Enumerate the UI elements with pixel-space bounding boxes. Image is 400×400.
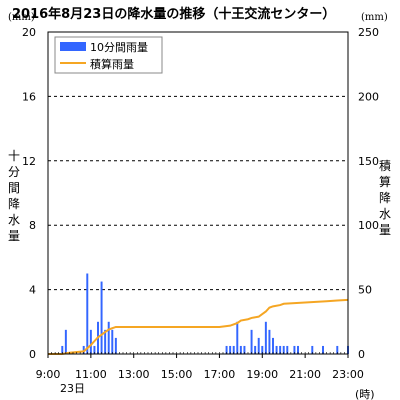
rain-bar [279, 345, 282, 354]
rain-bar [282, 345, 285, 354]
axis-label-char: 間 [8, 181, 20, 195]
x-tick-label: 11:00 [75, 368, 107, 381]
rain-bar [232, 345, 235, 354]
y2-tick-label: 0 [358, 348, 365, 361]
date-label: 23日 [60, 382, 85, 395]
gridlines [48, 95, 348, 291]
x-tick-label: 21:00 [289, 368, 321, 381]
right-axis-unit: (mm) [361, 12, 388, 23]
rain-bar [286, 345, 289, 354]
y-tick-label: 12 [22, 155, 36, 168]
rain-bar [311, 345, 314, 354]
rain-bar [114, 337, 117, 354]
plot-frame [47, 31, 349, 355]
legend: 10分間雨量 積算雨量 [54, 36, 163, 74]
y-tick-label: 0 [29, 348, 36, 361]
rain-bar [264, 321, 267, 354]
bar-series [61, 273, 349, 354]
rain-bar [100, 281, 103, 354]
rain-bar [293, 345, 296, 354]
axis-label-char: 量 [8, 229, 20, 243]
x-axis-unit: (時) [355, 388, 375, 400]
left-axis-ticks: 0 4 8 12 16 20 [22, 26, 36, 361]
rain-bar [268, 329, 271, 354]
left-axis-unit: (mm) [8, 12, 35, 23]
axis-label-char: 降 [379, 191, 391, 205]
legend-bar-label: 10分間雨量 [90, 41, 148, 54]
rain-bar [225, 345, 228, 354]
rain-bar [239, 345, 242, 354]
rain-bar [275, 345, 278, 354]
x-axis-ticks: 9:00 11:00 13:00 15:00 17:00 19:00 21:00 23:00 [36, 352, 364, 381]
y-tick-label: 16 [22, 90, 36, 103]
rain-bar [82, 345, 85, 354]
axis-label-char: 量 [379, 223, 391, 237]
rain-bar [111, 329, 114, 354]
y-tick-label: 20 [22, 26, 36, 39]
rain-bar [107, 321, 110, 354]
rain-bar [93, 345, 96, 354]
rain-bar [243, 345, 246, 354]
axis-label-char: 算 [379, 174, 391, 189]
rain-bar [86, 273, 89, 354]
rain-bar [104, 329, 107, 354]
rain-bar [250, 329, 253, 354]
x-tick-label: 15:00 [161, 368, 193, 381]
rain-bar [254, 345, 257, 354]
axis-label-char: 降 [8, 197, 20, 211]
x-tick-label: 17:00 [204, 368, 236, 381]
rain-bar [322, 345, 324, 354]
y2-tick-label: 200 [358, 90, 379, 103]
axis-label-char: 積 [379, 158, 391, 173]
rain-bar [89, 329, 92, 354]
rain-bar [336, 345, 339, 354]
rain-bar [64, 329, 67, 354]
y2-tick-label: 50 [358, 284, 372, 297]
y2-tick-label: 100 [358, 219, 379, 232]
rain-bar [297, 345, 299, 354]
axis-label-char: 水 [8, 213, 20, 227]
axis-label-char: 十 [8, 149, 20, 163]
y2-tick-label: 250 [358, 26, 379, 39]
right-axis-ticks: 0 50 100 150 200 250 [358, 26, 379, 361]
y-tick-label: 8 [29, 219, 36, 232]
rain-bar [261, 345, 264, 354]
x-tick-label: 13:00 [118, 368, 150, 381]
rain-bar [229, 345, 232, 354]
rain-bar [61, 345, 64, 354]
rain-bar [257, 337, 260, 354]
x-tick-label: 9:00 [36, 368, 61, 381]
x-tick-label: 23:00 [332, 368, 364, 381]
rain-bar [236, 321, 239, 354]
y-tick-label: 4 [29, 284, 36, 297]
axis-label-char: 分 [8, 165, 20, 179]
legend-bar-swatch [60, 42, 86, 51]
x-tick-label: 19:00 [246, 368, 278, 381]
y2-tick-label: 150 [358, 155, 379, 168]
rain-bar [272, 337, 274, 354]
legend-line-label: 積算雨量 [90, 57, 134, 71]
chart-title: 2016年8月23日の降水量の推移（十王交流センター） [12, 6, 335, 22]
axis-label-char: 水 [379, 207, 391, 221]
cumulative-line [48, 298, 349, 355]
